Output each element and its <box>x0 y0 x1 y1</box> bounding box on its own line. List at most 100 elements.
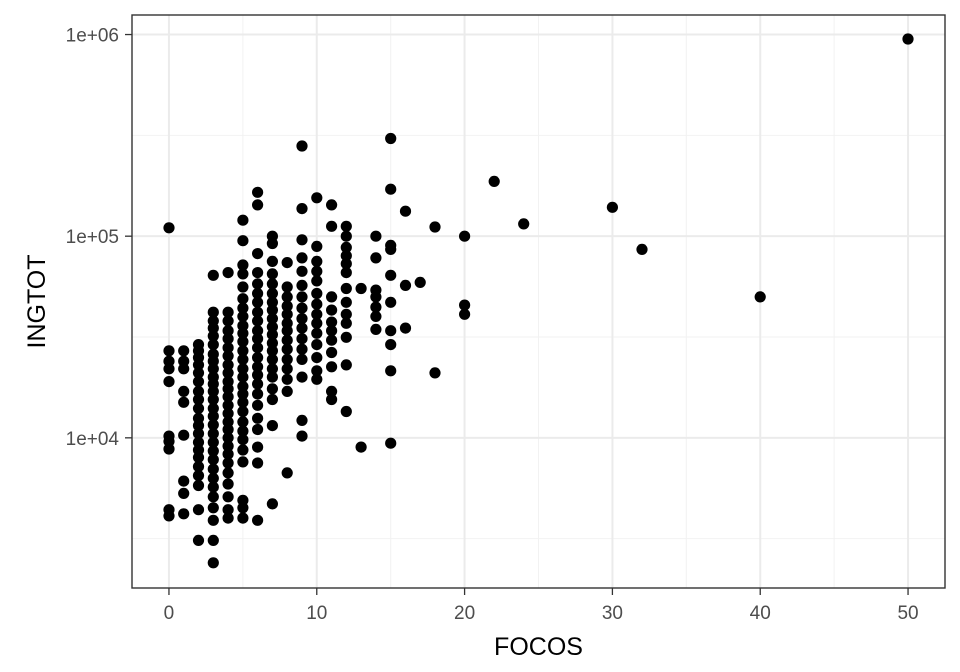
data-point <box>222 267 234 279</box>
data-point <box>237 371 249 383</box>
data-point <box>370 252 382 264</box>
data-point <box>252 306 264 318</box>
data-point <box>252 378 264 390</box>
data-point <box>252 412 264 424</box>
data-point <box>207 385 219 397</box>
data-point <box>266 337 278 349</box>
data-point <box>311 240 323 252</box>
data-point <box>296 371 308 383</box>
data-point <box>266 237 278 250</box>
data-point <box>178 363 190 375</box>
data-point <box>252 441 264 453</box>
data-point <box>266 383 278 395</box>
data-point <box>385 365 397 377</box>
data-point <box>222 467 234 479</box>
data-point <box>340 296 352 308</box>
data-point <box>252 423 264 436</box>
x-tick-label: 50 <box>897 603 918 624</box>
data-point <box>207 269 219 281</box>
data-point <box>311 327 323 339</box>
data-point <box>326 291 338 303</box>
data-point <box>192 504 205 516</box>
data-point <box>281 308 293 320</box>
data-point <box>385 339 397 351</box>
data-point <box>252 296 264 308</box>
data-point <box>311 352 323 364</box>
data-point <box>296 252 308 264</box>
data-point <box>326 199 338 211</box>
data-point <box>192 479 205 492</box>
data-point <box>296 322 308 334</box>
data-point <box>266 363 278 375</box>
data-point <box>399 205 412 217</box>
data-point <box>296 140 308 152</box>
data-point <box>207 463 219 475</box>
data-point <box>340 250 352 262</box>
data-point <box>222 315 234 327</box>
data-point <box>252 267 264 279</box>
data-point <box>281 334 293 346</box>
data-point <box>370 310 382 322</box>
data-point <box>385 437 397 449</box>
data-point <box>237 281 249 293</box>
data-point <box>340 405 352 418</box>
x-tick-label: 30 <box>602 603 623 624</box>
data-point <box>237 336 249 348</box>
data-point <box>355 441 367 453</box>
x-tick-label: 40 <box>750 603 771 624</box>
data-point <box>296 430 308 442</box>
panel-border <box>131 14 946 589</box>
data-point <box>207 557 219 569</box>
data-point <box>636 243 648 255</box>
data-point <box>237 302 249 314</box>
data-point <box>340 220 352 232</box>
data-point <box>340 331 352 343</box>
data-point <box>355 282 367 295</box>
data-point <box>311 287 323 300</box>
data-point <box>296 333 308 345</box>
data-point <box>192 428 205 440</box>
data-point <box>296 279 308 291</box>
data-point <box>252 315 264 327</box>
data-point <box>281 291 293 303</box>
data-point <box>207 339 219 351</box>
data-point <box>237 425 249 437</box>
data-point <box>163 376 175 388</box>
data-point <box>207 445 219 457</box>
data-point <box>326 304 338 316</box>
data-point <box>902 33 914 45</box>
data-point <box>178 385 190 397</box>
data-point <box>222 306 234 318</box>
data-point <box>326 346 338 359</box>
data-point <box>207 322 219 334</box>
data-point <box>459 230 471 242</box>
data-point <box>296 203 308 215</box>
data-point <box>311 298 323 310</box>
x-axis: 0 10 20 30 40 50 <box>164 588 919 624</box>
data-point <box>385 296 397 308</box>
data-point <box>178 429 190 441</box>
data-point <box>429 367 441 379</box>
data-point <box>207 330 219 342</box>
data-point <box>237 416 249 428</box>
data-point <box>207 402 219 414</box>
data-point <box>281 300 293 312</box>
data-point <box>326 334 338 346</box>
data-point <box>326 393 338 406</box>
y-axis: 1e+04 1e+05 1e+06 <box>66 26 132 450</box>
data-point <box>163 443 175 455</box>
data-point <box>252 361 264 373</box>
data-point <box>340 241 352 253</box>
data-point <box>266 371 278 383</box>
data-point <box>399 279 412 291</box>
data-point <box>311 255 323 267</box>
data-point <box>252 399 264 411</box>
data-point <box>237 396 249 408</box>
data-point <box>207 481 219 493</box>
data-point <box>207 393 219 406</box>
data-point <box>252 199 264 211</box>
data-point <box>252 248 264 260</box>
data-point <box>237 456 249 468</box>
data-point <box>222 440 234 452</box>
